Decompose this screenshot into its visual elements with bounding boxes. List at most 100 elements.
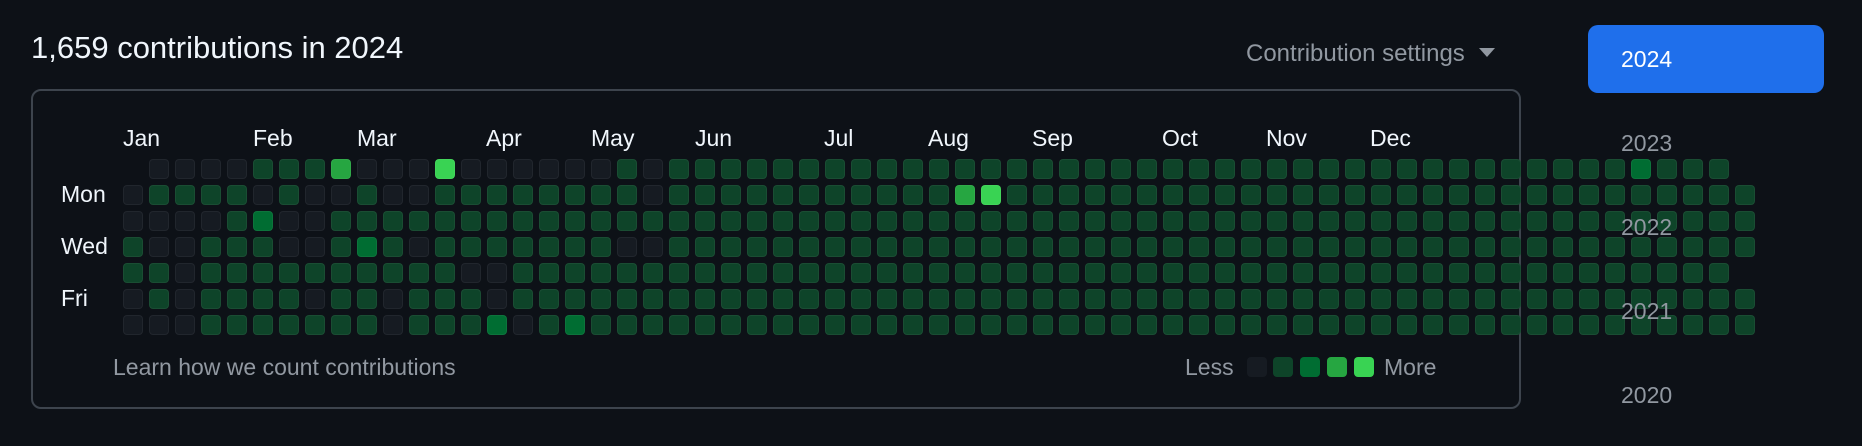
contribution-day-cell[interactable] — [1501, 315, 1521, 335]
contribution-day-cell[interactable] — [669, 289, 689, 309]
contribution-day-cell[interactable] — [1631, 211, 1651, 231]
contribution-day-cell[interactable] — [1449, 159, 1469, 179]
contribution-day-cell[interactable] — [201, 211, 221, 231]
contribution-day-cell[interactable] — [409, 185, 429, 205]
contribution-day-cell[interactable] — [565, 159, 585, 179]
contribution-day-cell[interactable] — [305, 237, 325, 257]
contribution-day-cell[interactable] — [825, 237, 845, 257]
contribution-day-cell[interactable] — [1319, 185, 1339, 205]
contribution-day-cell[interactable] — [1605, 315, 1625, 335]
contribution-day-cell[interactable] — [695, 289, 715, 309]
contribution-day-cell[interactable] — [643, 185, 663, 205]
contribution-day-cell[interactable] — [1033, 315, 1053, 335]
contribution-day-cell[interactable] — [279, 237, 299, 257]
contribution-day-cell[interactable] — [175, 211, 195, 231]
contribution-day-cell[interactable] — [1475, 185, 1495, 205]
contribution-day-cell[interactable] — [669, 159, 689, 179]
contribution-day-cell[interactable] — [253, 315, 273, 335]
contribution-day-cell[interactable] — [747, 315, 767, 335]
contribution-day-cell[interactable] — [825, 315, 845, 335]
contribution-day-cell[interactable] — [1059, 263, 1079, 283]
contribution-day-cell[interactable] — [955, 211, 975, 231]
contribution-day-cell[interactable] — [1085, 159, 1105, 179]
contribution-day-cell[interactable] — [123, 211, 143, 231]
contribution-day-cell[interactable] — [305, 211, 325, 231]
contribution-day-cell[interactable] — [1631, 315, 1651, 335]
contribution-day-cell[interactable] — [799, 237, 819, 257]
contribution-day-cell[interactable] — [201, 185, 221, 205]
contribution-day-cell[interactable] — [1605, 289, 1625, 309]
contribution-day-cell[interactable] — [1033, 289, 1053, 309]
contribution-day-cell[interactable] — [201, 263, 221, 283]
contribution-day-cell[interactable] — [1085, 211, 1105, 231]
contribution-day-cell[interactable] — [851, 185, 871, 205]
contribution-day-cell[interactable] — [929, 289, 949, 309]
contribution-day-cell[interactable] — [461, 237, 481, 257]
contribution-day-cell[interactable] — [1605, 237, 1625, 257]
contribution-day-cell[interactable] — [1059, 211, 1079, 231]
contribution-day-cell[interactable] — [1423, 315, 1443, 335]
contribution-day-cell[interactable] — [1475, 263, 1495, 283]
contribution-day-cell[interactable] — [669, 237, 689, 257]
contribution-day-cell[interactable] — [877, 263, 897, 283]
contribution-day-cell[interactable] — [669, 263, 689, 283]
contribution-day-cell[interactable] — [461, 185, 481, 205]
contribution-day-cell[interactable] — [799, 159, 819, 179]
contribution-day-cell[interactable] — [305, 185, 325, 205]
contribution-day-cell[interactable] — [149, 211, 169, 231]
contribution-day-cell[interactable] — [669, 185, 689, 205]
contribution-day-cell[interactable] — [799, 185, 819, 205]
contribution-day-cell[interactable] — [1553, 237, 1573, 257]
contribution-day-cell[interactable] — [1501, 237, 1521, 257]
contribution-day-cell[interactable] — [1111, 159, 1131, 179]
contribution-day-cell[interactable] — [825, 159, 845, 179]
contribution-day-cell[interactable] — [1605, 185, 1625, 205]
contribution-day-cell[interactable] — [955, 289, 975, 309]
contribution-day-cell[interactable] — [331, 263, 351, 283]
contribution-day-cell[interactable] — [435, 211, 455, 231]
contribution-day-cell[interactable] — [513, 263, 533, 283]
contribution-day-cell[interactable] — [1215, 185, 1235, 205]
contribution-day-cell[interactable] — [461, 159, 481, 179]
contribution-day-cell[interactable] — [955, 263, 975, 283]
contribution-day-cell[interactable] — [617, 159, 637, 179]
contribution-day-cell[interactable] — [721, 315, 741, 335]
contribution-day-cell[interactable] — [617, 315, 637, 335]
contribution-day-cell[interactable] — [539, 185, 559, 205]
contribution-day-cell[interactable] — [1293, 263, 1313, 283]
contribution-day-cell[interactable] — [1319, 315, 1339, 335]
contribution-day-cell[interactable] — [643, 237, 663, 257]
contribution-day-cell[interactable] — [487, 237, 507, 257]
contribution-day-cell[interactable] — [1241, 185, 1261, 205]
contribution-day-cell[interactable] — [227, 237, 247, 257]
contribution-day-cell[interactable] — [201, 289, 221, 309]
contribution-day-cell[interactable] — [799, 211, 819, 231]
contribution-day-cell[interactable] — [799, 315, 819, 335]
contribution-day-cell[interactable] — [461, 211, 481, 231]
contribution-day-cell[interactable] — [1267, 315, 1287, 335]
contribution-day-cell[interactable] — [435, 185, 455, 205]
contribution-day-cell[interactable] — [747, 159, 767, 179]
contribution-day-cell[interactable] — [929, 315, 949, 335]
contribution-day-cell[interactable] — [1553, 185, 1573, 205]
contribution-day-cell[interactable] — [461, 289, 481, 309]
contribution-day-cell[interactable] — [1735, 289, 1755, 309]
contribution-day-cell[interactable] — [695, 159, 715, 179]
contribution-day-cell[interactable] — [1683, 263, 1703, 283]
contribution-day-cell[interactable] — [331, 185, 351, 205]
contribution-day-cell[interactable] — [1475, 159, 1495, 179]
contribution-day-cell[interactable] — [1007, 263, 1027, 283]
contribution-day-cell[interactable] — [1631, 263, 1651, 283]
contribution-day-cell[interactable] — [1163, 211, 1183, 231]
contribution-day-cell[interactable] — [591, 315, 611, 335]
contribution-day-cell[interactable] — [929, 237, 949, 257]
contribution-day-cell[interactable] — [123, 237, 143, 257]
contribution-day-cell[interactable] — [227, 185, 247, 205]
contribution-day-cell[interactable] — [1475, 237, 1495, 257]
contribution-day-cell[interactable] — [487, 211, 507, 231]
contribution-day-cell[interactable] — [617, 185, 637, 205]
contribution-day-cell[interactable] — [1345, 315, 1365, 335]
contribution-day-cell[interactable] — [695, 315, 715, 335]
contribution-day-cell[interactable] — [331, 315, 351, 335]
contribution-day-cell[interactable] — [1553, 211, 1573, 231]
